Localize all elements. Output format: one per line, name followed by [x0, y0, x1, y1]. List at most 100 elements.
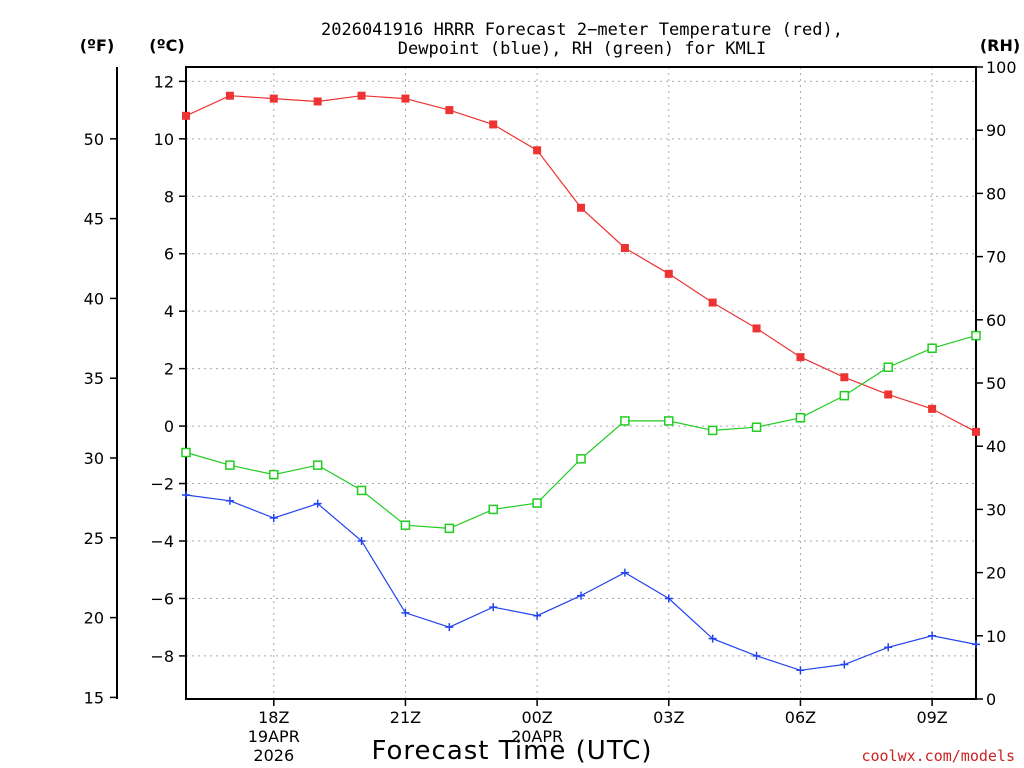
- celsius-tick-label: −4: [150, 532, 174, 551]
- dewpoint-point: [884, 643, 893, 652]
- fahrenheit-tick-label: 30: [84, 449, 104, 468]
- x-tick-label: 19APR: [248, 727, 300, 746]
- rh-point: [795, 413, 806, 423]
- rh-line: [185, 335, 977, 530]
- dewpoint-point: [225, 496, 234, 505]
- fahrenheit-tick-label: 35: [84, 369, 104, 388]
- celsius-tick-label: 8: [164, 187, 174, 206]
- 2-meter-temperature-point: [972, 427, 980, 436]
- rh-point: [664, 416, 674, 426]
- dewpoint-point: [840, 660, 849, 669]
- 2-meter-temperature-point: [577, 203, 585, 212]
- celsius-tick-label: 0: [164, 417, 174, 436]
- 2-meter-temperature-point: [620, 243, 629, 252]
- rh-point: [444, 523, 455, 534]
- series-layer: [181, 91, 981, 675]
- x-tick-label: 2026: [253, 746, 294, 765]
- x-axis-label: Forecast Time (UTC): [371, 736, 652, 766]
- chart-title: 2026041916 HRRR Forecast 2−meter Tempera…: [321, 20, 843, 40]
- fahrenheit-tick-label: 20: [84, 609, 104, 628]
- 2-meter-temperature-point: [752, 324, 761, 333]
- dewpoint-point: [182, 491, 190, 500]
- x-tick-label: 00Z: [521, 708, 552, 727]
- 2-meter-temperature-point: [708, 298, 717, 307]
- rh-tick-label: 30: [986, 500, 1006, 519]
- rh-point: [620, 416, 630, 426]
- rh-point: [927, 343, 937, 353]
- dewpoint-point: [620, 568, 629, 577]
- 2-meter-temperature-point: [664, 269, 673, 278]
- rh-unit-label: (RH): [980, 36, 1020, 55]
- fahrenheit-tick-label: 25: [84, 529, 104, 548]
- 2-meter-temperature-point: [401, 94, 410, 103]
- rh-point: [269, 469, 279, 480]
- rh-point: [751, 422, 762, 432]
- source-credit: coolwx.com/models: [861, 747, 1015, 765]
- 2-meter-temperature-point: [182, 111, 190, 120]
- fahrenheit-tick-label: 15: [84, 688, 104, 707]
- x-tick-label: 18Z: [258, 708, 289, 727]
- dewpoint-point: [313, 499, 322, 508]
- rh-point: [883, 362, 893, 372]
- celsius-tick-label: 6: [164, 245, 174, 264]
- 2-meter-temperature-point: [533, 146, 542, 155]
- axis-ticks: 121086420−2−4−6−850454035302520151009080…: [84, 58, 1017, 765]
- dewpoint-point: [664, 594, 673, 603]
- rh-point: [356, 485, 367, 496]
- dewpoint-line: [185, 494, 977, 671]
- celsius-tick-label: −8: [150, 647, 174, 666]
- rh-point: [971, 330, 981, 341]
- celsius-tick-label: 10: [154, 130, 174, 149]
- celsius-tick-label: −2: [150, 475, 174, 494]
- 2-meter-temperature-point: [884, 390, 893, 399]
- 2-meter-temperature-point: [225, 91, 234, 100]
- celsius-tick-label: 4: [164, 302, 174, 321]
- 2-meter-temperature-line: [185, 95, 977, 433]
- fahrenheit-tick-label: 50: [84, 130, 104, 149]
- dewpoint-point: [928, 631, 937, 640]
- rh-point: [488, 504, 498, 515]
- rh-tick-label: 50: [986, 374, 1006, 393]
- chart-subtitle: Dewpoint (blue), RH (green) for KMLI: [398, 39, 766, 59]
- celsius-unit-label: (ºC): [149, 36, 184, 55]
- rh-point: [181, 447, 191, 458]
- rh-point: [400, 520, 411, 530]
- x-tick-label: 09Z: [916, 708, 947, 727]
- celsius-tick-label: 2: [164, 360, 174, 379]
- dewpoint-point: [533, 611, 542, 620]
- rh-point: [312, 460, 323, 470]
- 2-meter-temperature-point: [445, 106, 454, 115]
- dewpoint-point: [752, 651, 761, 660]
- rh-tick-label: 70: [986, 248, 1006, 267]
- 2-meter-temperature-point: [269, 94, 278, 103]
- fahrenheit-unit-label: (ºF): [80, 36, 115, 55]
- celsius-tick-label: 12: [154, 72, 174, 91]
- rh-tick-label: 90: [986, 121, 1006, 140]
- rh-point: [576, 454, 586, 464]
- rh-tick-label: 60: [986, 311, 1006, 330]
- 2-meter-temperature-point: [357, 91, 366, 100]
- rh-tick-label: 10: [986, 627, 1006, 646]
- x-tick-label: 20APR: [511, 727, 563, 746]
- rh-tick-label: 0: [986, 690, 996, 709]
- celsius-tick-label: −6: [150, 589, 174, 608]
- rh-tick-label: 80: [986, 184, 1006, 203]
- x-tick-label: 06Z: [785, 708, 816, 727]
- dewpoint-point: [401, 608, 410, 617]
- dewpoint-point: [972, 640, 980, 649]
- dewpoint-point: [489, 603, 498, 612]
- rh-point: [532, 498, 542, 508]
- rh-point: [707, 425, 718, 436]
- rh-tick-label: 100: [986, 58, 1017, 77]
- dewpoint-point: [269, 514, 278, 523]
- dewpoint-point: [796, 666, 805, 675]
- rh-tick-label: 40: [986, 437, 1006, 456]
- fahrenheit-tick-label: 45: [84, 210, 104, 229]
- 2-meter-temperature-point: [489, 120, 498, 129]
- dewpoint-point: [708, 634, 717, 643]
- 2-meter-temperature-point: [840, 373, 849, 382]
- fahrenheit-tick-label: 40: [84, 289, 104, 308]
- rh-tick-label: 20: [986, 564, 1006, 583]
- 2-meter-temperature-point: [796, 353, 805, 362]
